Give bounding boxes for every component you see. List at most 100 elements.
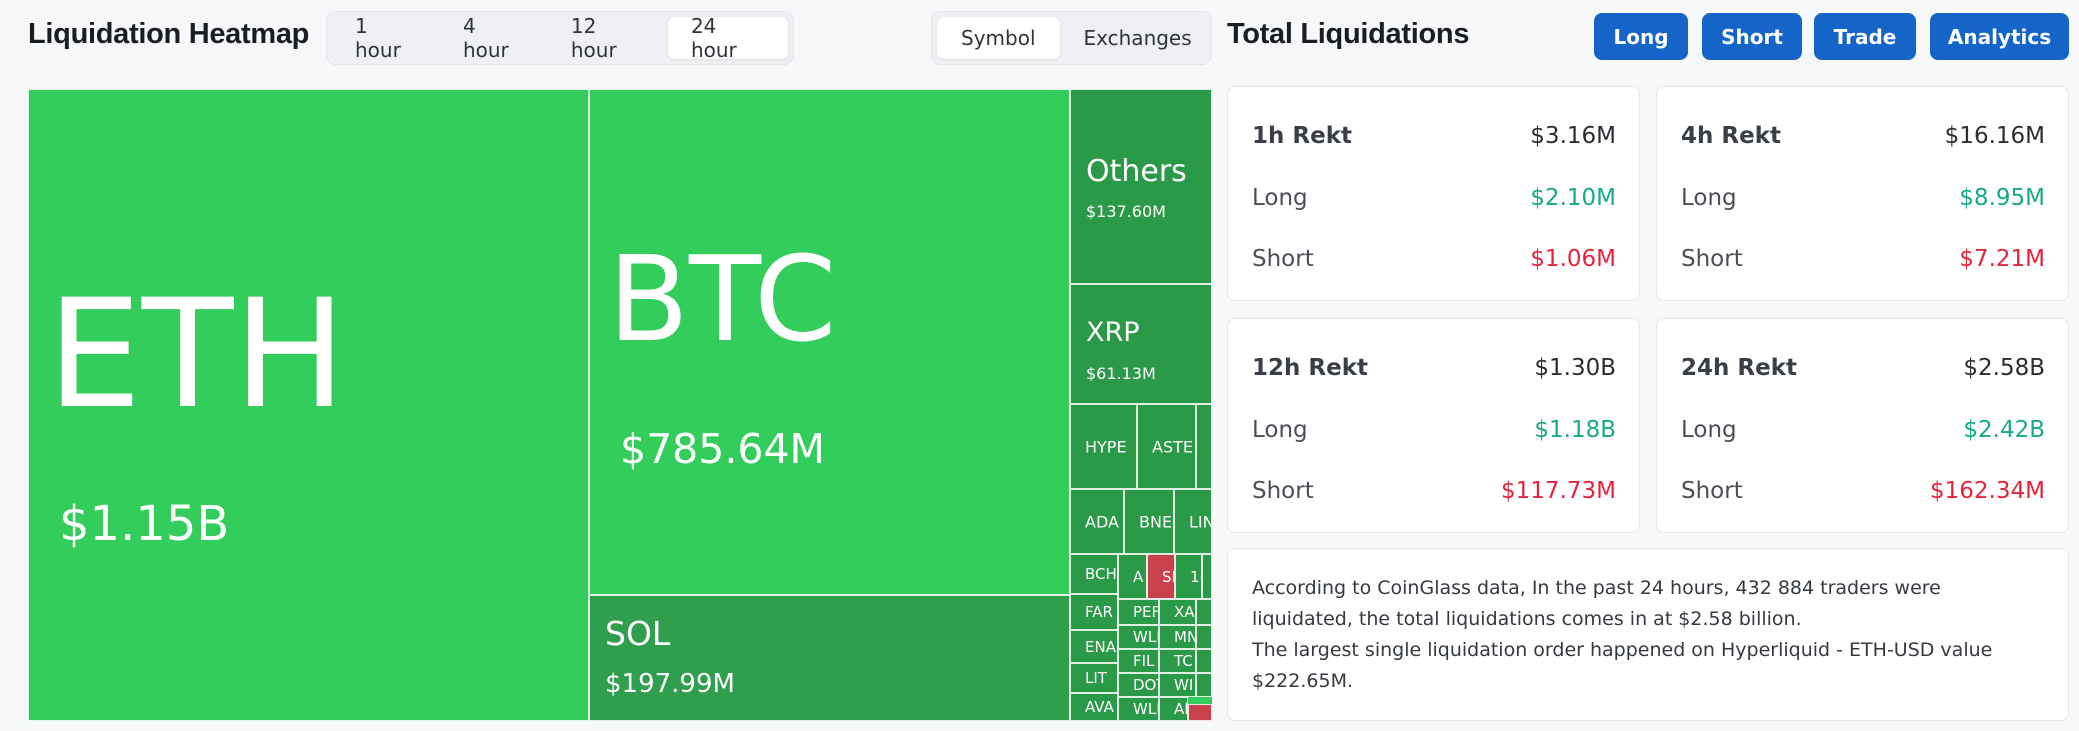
tab-1-hour[interactable]: 1 hour [355, 14, 401, 62]
cell-value: $197.99M [605, 669, 735, 699]
tab-exchanges[interactable]: Exchanges [1083, 26, 1192, 50]
treemap-cell-link[interactable]: LIN [1174, 489, 1212, 554]
trade-button[interactable]: Trade [1814, 13, 1916, 60]
treemap-cell-avax[interactable]: AVA [1070, 693, 1118, 721]
treemap-cell-wlfi[interactable]: WLI [1118, 697, 1159, 721]
group-by-tabs: Symbol Exchanges [931, 11, 1212, 65]
long-label: Long [1252, 417, 1308, 443]
analytics-button[interactable]: Analytics [1930, 13, 2069, 60]
treemap-cell-aste[interactable]: ASTE [1137, 404, 1196, 489]
stat-card-24h: 24h Rekt $2.58B Long $2.42B Short $162.3… [1656, 318, 2069, 533]
stat-row-long: Long $2.10M [1252, 185, 1616, 211]
cell-symbol: BTC [608, 230, 837, 368]
treemap-cell-eth[interactable]: ETH $1.15B [28, 89, 589, 721]
treemap-cell-a[interactable]: A [1118, 554, 1147, 599]
short-value: $1.06M [1530, 246, 1616, 272]
treemap-cell-ena[interactable]: ENA [1070, 630, 1118, 663]
cell-symbol: SOL [605, 614, 671, 653]
treemap-cell-ar[interactable]: AR [1159, 697, 1188, 721]
stat-row-short: Short $162.34M [1681, 478, 2045, 504]
short-button[interactable]: Short [1702, 13, 1802, 60]
total-liquidations-title: Total Liquidations [1227, 18, 1470, 50]
stat-period-label: 12h Rekt [1252, 355, 1368, 381]
treemap-cell-dot[interactable]: DOT [1118, 673, 1159, 697]
treemap-cell-xai[interactable]: XA [1159, 599, 1196, 625]
stat-row-total: 12h Rekt $1.30B [1252, 355, 1616, 381]
cell-symbol: XA [1174, 603, 1195, 621]
treemap-cell-1000[interactable]: 1( [1175, 554, 1202, 599]
stat-card-12h: 12h Rekt $1.30B Long $1.18B Short $117.7… [1227, 318, 1640, 533]
cell-symbol: Others [1086, 154, 1187, 189]
treemap-cell-ton[interactable]: TC [1159, 649, 1196, 673]
cell-symbol: LIN [1189, 512, 1211, 531]
short-value: $162.34M [1930, 478, 2045, 504]
treemap-cell-small[interactable] [1196, 599, 1212, 625]
treemap-cell-lit[interactable]: LIT [1070, 663, 1118, 693]
cell-symbol: FAR [1085, 603, 1113, 621]
short-label: Short [1252, 246, 1314, 272]
stat-row-total: 4h Rekt $16.16M [1681, 123, 2045, 149]
treemap-cell-hype[interactable]: HYPE [1070, 404, 1137, 489]
treemap-cell-bch[interactable]: BCH [1070, 554, 1118, 594]
tab-4-hour[interactable]: 4 hour [462, 14, 509, 62]
treemap-cell-small[interactable] [1196, 673, 1212, 697]
treemap-cell-si[interactable]: SI [1147, 554, 1175, 599]
cell-value: $61.13M [1086, 364, 1156, 383]
stat-total-value: $1.30B [1534, 355, 1616, 381]
cell-symbol: HYPE [1085, 437, 1127, 456]
cell-symbol: A [1133, 567, 1144, 586]
treemap-cell-ada[interactable]: ADA [1070, 489, 1124, 554]
stat-period-label: 4h Rekt [1681, 123, 1781, 149]
treemap-cell-fartcoin[interactable]: FAR [1070, 594, 1118, 630]
stat-row-short: Short $7.21M [1681, 246, 2045, 272]
treemap-cell-others[interactable]: Others $137.60M [1070, 89, 1212, 284]
treemap-cell-small[interactable] [1196, 649, 1212, 673]
cell-symbol: LIT [1085, 669, 1107, 687]
long-button[interactable]: Long [1594, 13, 1688, 60]
treemap-cell-xrp[interactable]: XRP $61.13M [1070, 284, 1212, 404]
heatmap-title: Liquidation Heatmap [28, 18, 310, 50]
treemap-cell-mnt[interactable]: MN [1159, 625, 1196, 649]
cell-symbol: DOT [1133, 676, 1158, 694]
treemap-cell-small[interactable] [1196, 625, 1212, 649]
treemap-cell-sol[interactable]: SOL $197.99M [589, 595, 1070, 721]
short-label: Short [1681, 478, 1743, 504]
tab-symbol[interactable]: Symbol [937, 17, 1060, 59]
stat-period-label: 24h Rekt [1681, 355, 1797, 381]
stat-row-total: 24h Rekt $2.58B [1681, 355, 2045, 381]
treemap-cell-wif[interactable]: WI [1159, 673, 1196, 697]
cell-symbol: SI [1162, 567, 1175, 586]
cell-symbol: ETH [47, 268, 347, 442]
short-label: Short [1681, 246, 1743, 272]
treemap-cell-perp[interactable]: PEF [1118, 599, 1159, 625]
long-label: Long [1252, 185, 1308, 211]
cell-symbol: ASTE [1152, 437, 1193, 456]
treemap-cell-small[interactable] [1202, 554, 1212, 599]
heatmap-header: Liquidation Heatmap 1 hour 4 hour 12 hou… [0, 0, 1212, 75]
treemap-cell-small-red[interactable] [1188, 704, 1212, 721]
treemap-cell-fil[interactable]: FIL [1118, 649, 1159, 673]
stat-card-1h: 1h Rekt $3.16M Long $2.10M Short $1.06M [1227, 86, 1640, 301]
treemap-cell-bnb[interactable]: BNE [1124, 489, 1174, 554]
liquidation-treemap: ETH $1.15B BTC $785.64M SOL $197.99M Oth… [28, 89, 1212, 721]
stat-card-4h: 4h Rekt $16.16M Long $8.95M Short $7.21M [1656, 86, 2069, 301]
stat-total-value: $2.58B [1963, 355, 2045, 381]
tab-24-hour[interactable]: 24 hour [667, 14, 788, 62]
treemap-cell-btc[interactable]: BTC $785.64M [589, 89, 1070, 595]
long-value: $8.95M [1959, 185, 2045, 211]
tab-12-hour[interactable]: 12 hour [570, 14, 617, 62]
cell-symbol: MN [1174, 628, 1196, 646]
stat-row-short: Short $117.73M [1252, 478, 1616, 504]
treemap-cell-small[interactable] [1196, 404, 1212, 489]
cell-symbol: TC [1174, 652, 1193, 670]
cell-symbol: WI [1174, 676, 1194, 694]
long-value: $2.42B [1963, 417, 2045, 443]
treemap-cell-wld[interactable]: WLI [1118, 625, 1159, 649]
time-range-tabs: 1 hour 4 hour 12 hour 24 hour [326, 11, 794, 65]
summary-text-largest: The largest single liquidation order hap… [1252, 639, 1993, 692]
cell-symbol: WLI [1133, 700, 1159, 718]
stat-total-value: $16.16M [1944, 123, 2045, 149]
stat-row-total: 1h Rekt $3.16M [1252, 123, 1616, 149]
cell-symbol: BNE [1139, 512, 1173, 531]
stat-total-value: $3.16M [1530, 123, 1616, 149]
